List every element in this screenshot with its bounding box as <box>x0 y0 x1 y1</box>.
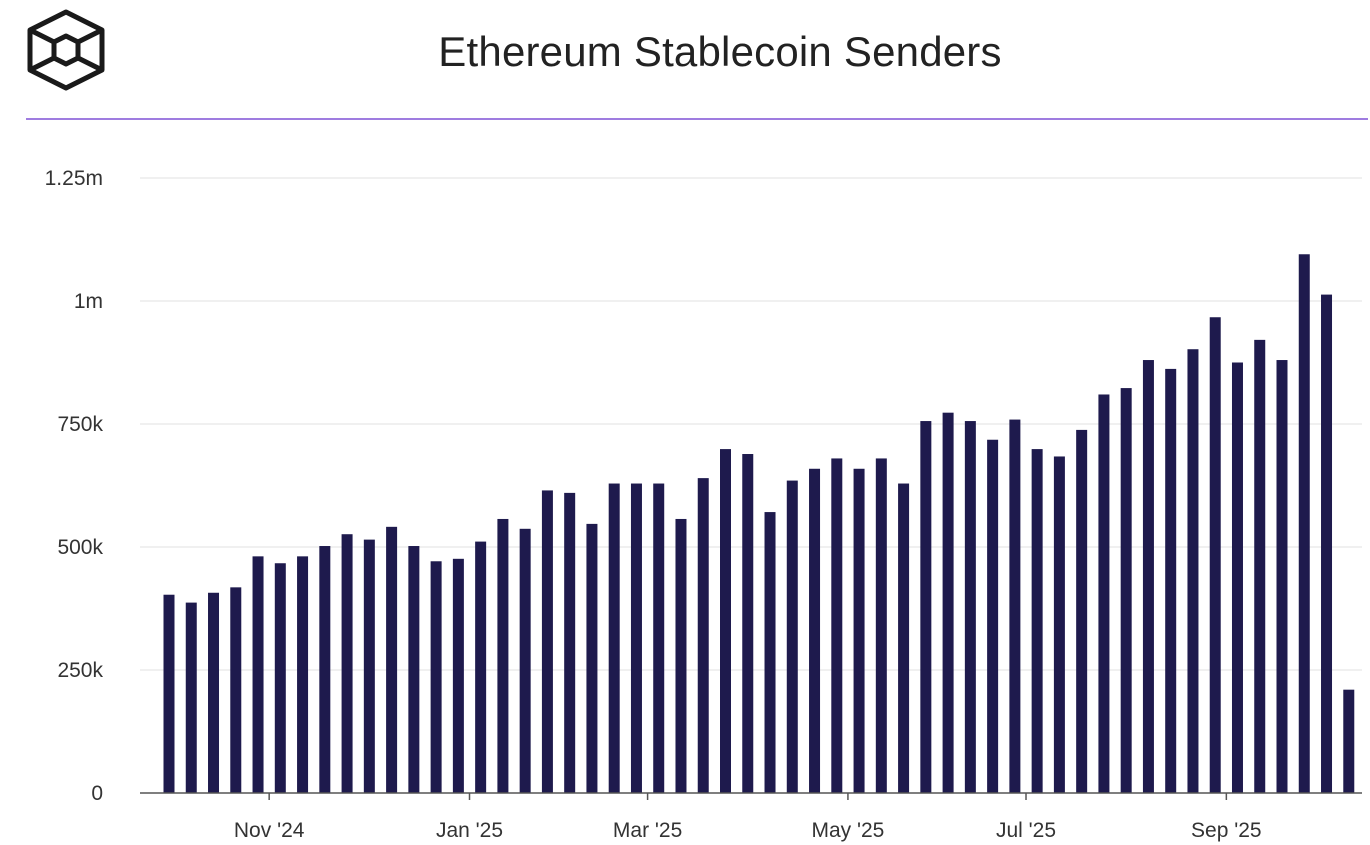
bar <box>274 563 286 793</box>
bar <box>163 594 175 793</box>
x-tick-label: Jul '25 <box>996 819 1056 842</box>
bar <box>319 546 331 793</box>
bar <box>1142 360 1154 793</box>
bar <box>875 458 887 793</box>
bar <box>230 587 242 793</box>
bars <box>163 254 1355 793</box>
header-divider <box>26 118 1368 120</box>
x-axis-ticks: Nov '24 Jan '25 Mar '25 May '25 Jul '25 Sep '… <box>234 793 1262 842</box>
bar <box>1031 449 1043 793</box>
bar <box>252 556 264 793</box>
bar <box>430 561 442 793</box>
x-tick-label: Nov '24 <box>234 819 305 842</box>
x-tick-label: Sep '25 <box>1191 819 1262 842</box>
bar <box>1009 419 1021 793</box>
bar <box>1187 349 1199 793</box>
bar <box>1231 362 1243 793</box>
bar <box>519 528 531 793</box>
bar <box>1165 368 1177 793</box>
chart-title: Ethereum Stablecoin Senders <box>438 28 1002 75</box>
bar <box>1209 317 1221 793</box>
bar <box>1254 339 1266 793</box>
bar <box>541 490 553 793</box>
bar <box>564 492 576 793</box>
bar <box>964 421 976 793</box>
bar <box>675 518 687 793</box>
bar <box>831 458 843 793</box>
bar <box>1098 394 1110 793</box>
x-tick-label: Mar '25 <box>613 819 682 842</box>
bar <box>185 602 197 793</box>
bar <box>920 421 932 793</box>
bar <box>742 454 754 793</box>
bar <box>1343 689 1355 793</box>
bar <box>987 439 999 793</box>
bar <box>386 526 398 793</box>
x-tick-label: May '25 <box>811 819 884 842</box>
bar <box>1076 429 1088 793</box>
bar <box>853 468 865 793</box>
bar <box>208 592 220 793</box>
bar <box>341 534 353 793</box>
bar <box>608 483 620 793</box>
bar <box>1053 456 1065 793</box>
bar <box>720 449 731 793</box>
bar <box>786 480 798 793</box>
bar <box>297 556 309 793</box>
bar <box>408 546 420 793</box>
y-tick-label: 750k <box>57 413 103 436</box>
bar <box>697 478 709 793</box>
y-tick-label: 1m <box>74 290 103 313</box>
x-tick-label: Jan '25 <box>436 819 503 842</box>
bar <box>363 539 375 793</box>
bar <box>653 483 665 793</box>
bar <box>942 412 954 793</box>
bar <box>452 558 464 793</box>
y-tick-label: 1.25m <box>45 167 103 190</box>
bar <box>1276 360 1288 793</box>
y-tick-label: 0 <box>91 782 103 805</box>
y-tick-label: 500k <box>57 536 103 559</box>
y-tick-label: 250k <box>57 659 103 682</box>
the-block-logo-icon <box>27 9 105 91</box>
bar <box>898 483 910 793</box>
bar <box>764 512 776 793</box>
bar <box>475 541 487 793</box>
bar <box>1298 254 1310 793</box>
bar <box>586 523 598 793</box>
bar <box>630 483 642 793</box>
bar <box>1321 294 1333 793</box>
bar <box>1120 388 1132 793</box>
bar <box>497 518 509 793</box>
bar <box>809 468 821 793</box>
y-axis-ticks: 0 250k 500k 750k 1m 1.25m <box>45 167 104 805</box>
